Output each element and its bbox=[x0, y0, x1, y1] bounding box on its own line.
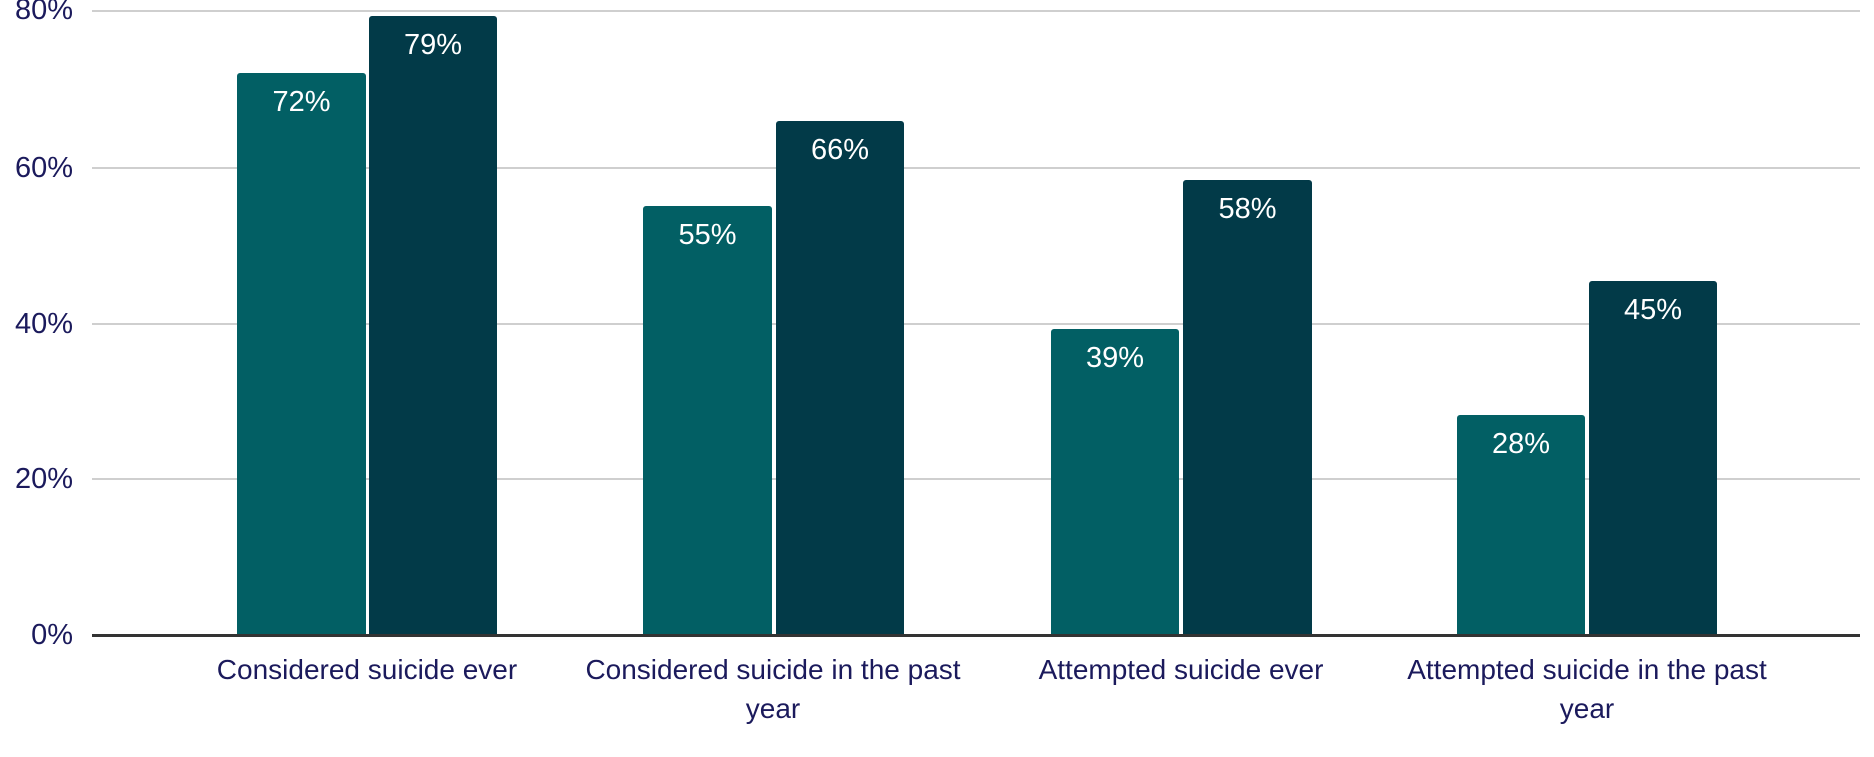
gridline-80 bbox=[92, 10, 1860, 12]
bar-series1-considered-ever: 72% bbox=[237, 73, 366, 635]
x-category-label: Attempted suicide in the past year bbox=[1407, 654, 1767, 724]
bar-series1-considered-past-year: 55% bbox=[643, 206, 772, 635]
bar-series2-attempted-past-year: 45% bbox=[1589, 281, 1717, 635]
x-category-label: Considered suicide ever bbox=[216, 654, 518, 685]
value-label: 58% bbox=[1218, 193, 1277, 225]
y-tick-label: 40% bbox=[14, 308, 73, 340]
value-label: 39% bbox=[1085, 342, 1145, 374]
bar-series2-attempted-ever: 58% bbox=[1183, 180, 1312, 635]
bar-series1-attempted-ever: 39% bbox=[1051, 329, 1179, 635]
y-tick-label: 80% bbox=[14, 0, 73, 26]
value-label: 79% bbox=[403, 29, 463, 61]
value-label: 45% bbox=[1623, 294, 1683, 326]
y-tick-label: 20% bbox=[14, 463, 73, 495]
bar-series2-considered-ever: 79% bbox=[369, 16, 497, 635]
y-tick-label: 60% bbox=[14, 152, 73, 184]
bar-series2-considered-past-year: 66% bbox=[776, 121, 904, 635]
gridline-40 bbox=[92, 323, 1860, 325]
value-label: 72% bbox=[272, 86, 331, 118]
gridline-20 bbox=[92, 478, 1860, 480]
x-category-label: Attempted suicide ever bbox=[1038, 654, 1324, 685]
x-axis-baseline bbox=[92, 634, 1860, 637]
value-label: 55% bbox=[678, 219, 737, 251]
value-label: 28% bbox=[1491, 428, 1551, 460]
x-category-label: Considered suicide in the past year bbox=[585, 654, 961, 724]
bar-series1-attempted-past-year: 28% bbox=[1457, 415, 1585, 635]
value-label: 66% bbox=[810, 134, 870, 166]
y-tick-label: 0% bbox=[31, 619, 73, 651]
gridline-60 bbox=[92, 167, 1860, 169]
